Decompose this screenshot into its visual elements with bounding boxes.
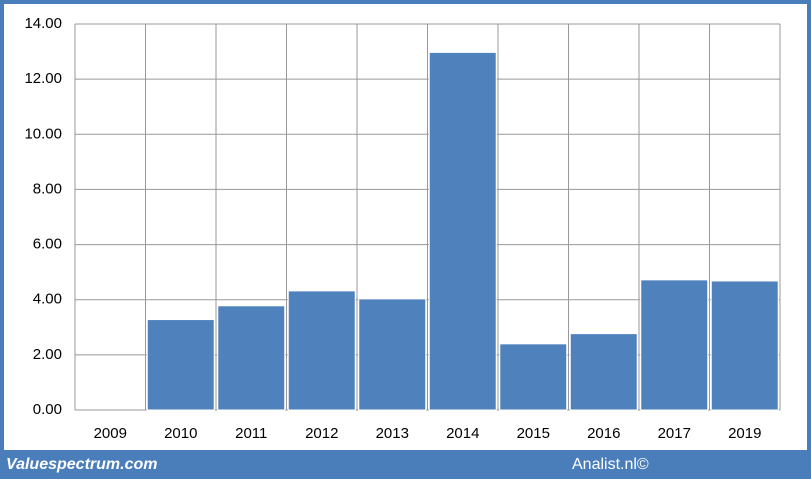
x-tick-label: 2010 bbox=[164, 425, 197, 442]
x-tick-label: 2013 bbox=[376, 425, 409, 442]
bar bbox=[358, 298, 427, 411]
bar bbox=[710, 280, 779, 411]
y-tick-label: 12.00 bbox=[24, 70, 62, 87]
bar bbox=[499, 343, 568, 411]
bar bbox=[569, 333, 638, 411]
y-tick-label: 2.00 bbox=[33, 346, 62, 363]
bar bbox=[217, 305, 286, 411]
y-tick-label: 0.00 bbox=[33, 401, 62, 418]
x-tick-label: 2019 bbox=[728, 425, 761, 442]
y-tick-label: 8.00 bbox=[33, 180, 62, 197]
y-tick-label: 6.00 bbox=[33, 236, 62, 253]
x-tick-label: 2012 bbox=[305, 425, 338, 442]
footer-left: Valuespectrum.com bbox=[6, 456, 157, 473]
bar bbox=[428, 51, 497, 411]
y-tick-label: 10.00 bbox=[24, 125, 62, 142]
footer-right: Analist.nl© bbox=[572, 456, 649, 473]
x-tick-label: 2017 bbox=[658, 425, 691, 442]
x-tick-label: 2014 bbox=[446, 425, 479, 442]
bar bbox=[640, 279, 709, 411]
y-tick-label: 14.00 bbox=[24, 15, 62, 32]
x-tick-label: 2016 bbox=[587, 425, 620, 442]
x-tick-label: 2011 bbox=[235, 425, 267, 442]
x-tick-label: 2009 bbox=[94, 425, 127, 442]
y-tick-label: 4.00 bbox=[33, 291, 62, 308]
x-tick-label: 2015 bbox=[517, 425, 550, 442]
bar bbox=[146, 319, 215, 411]
bar bbox=[287, 290, 356, 411]
